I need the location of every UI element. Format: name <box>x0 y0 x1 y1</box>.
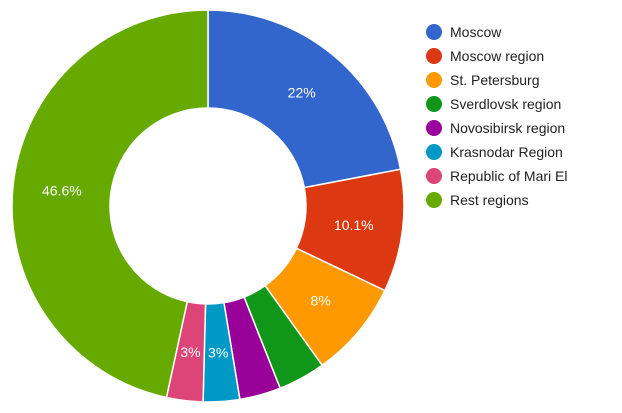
legend-item[interactable]: Krasnodar Region <box>426 140 568 164</box>
legend-label: Rest regions <box>450 192 529 208</box>
slice-rest-regions[interactable] <box>11 9 209 399</box>
legend-swatch-icon <box>426 144 442 160</box>
slice-label: 3% <box>180 344 200 360</box>
legend-label: Sverdlovsk region <box>450 96 562 112</box>
legend-item[interactable]: St. Petersburg <box>426 68 568 92</box>
legend-item[interactable]: Sverdlovsk region <box>426 92 568 116</box>
legend-swatch-icon <box>426 72 442 88</box>
legend-item[interactable]: Moscow <box>426 20 568 44</box>
legend-swatch-icon <box>426 24 442 40</box>
legend-swatch-icon <box>426 120 442 136</box>
legend-label: Novosibirsk region <box>450 120 566 136</box>
slice-label: 46.6% <box>42 182 82 198</box>
slice-label: 8% <box>311 292 331 308</box>
chart-legend: Moscow Moscow region St. Petersburg Sverdlo… <box>426 20 568 212</box>
slice-label: 22% <box>288 85 316 101</box>
legend-swatch-icon <box>426 96 442 112</box>
legend-item[interactable]: Republic of Mari El <box>426 164 568 188</box>
slice-label: 10.1% <box>334 217 374 233</box>
legend-swatch-icon <box>426 48 442 64</box>
legend-item[interactable]: Moscow region <box>426 44 568 68</box>
legend-label: Moscow region <box>450 48 545 64</box>
slice-moscow[interactable] <box>207 9 402 189</box>
legend-label: Republic of Mari El <box>450 168 568 184</box>
slice-label: 3% <box>208 345 228 361</box>
legend-swatch-icon <box>426 168 442 184</box>
legend-label: Krasnodar Region <box>450 144 563 160</box>
legend-item[interactable]: Rest regions <box>426 188 568 212</box>
legend-item[interactable]: Novosibirsk region <box>426 116 568 140</box>
legend-label: Moscow <box>450 24 502 40</box>
legend-label: St. Petersburg <box>450 72 540 88</box>
legend-swatch-icon <box>426 192 442 208</box>
